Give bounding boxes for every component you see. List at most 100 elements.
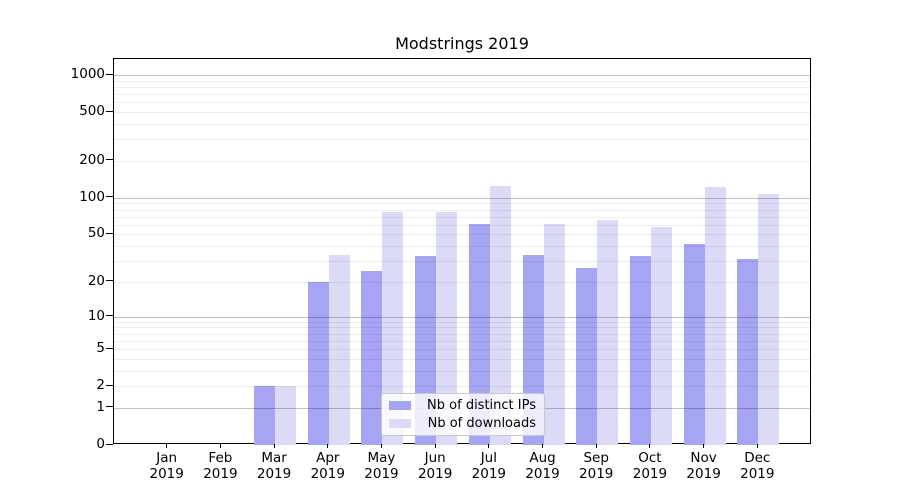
- gridline-1000: [114, 75, 810, 76]
- grid-layer: [114, 59, 810, 443]
- gridline-8: [114, 327, 810, 329]
- bar-downloads-jun: [436, 211, 458, 445]
- y-tick-mark-5: [106, 347, 113, 349]
- legend: Nb of distinct IPs Nb of downloads: [381, 393, 545, 436]
- legend-item-downloads: Nb of downloads: [386, 416, 536, 432]
- gridline-80: [114, 209, 810, 211]
- x-tick-mark-sep: [595, 444, 597, 448]
- x-tick-mark-mar: [273, 444, 275, 448]
- bar-downloads-dec: [758, 193, 780, 445]
- x-tick-label-dec: Dec 2019: [740, 450, 775, 482]
- legend-swatch-downloads: [389, 419, 411, 428]
- legend-label-distinct-ips: Nb of distinct IPs: [427, 397, 536, 413]
- bar-downloads-sep: [597, 219, 619, 445]
- bar-downloads-nov: [704, 186, 726, 445]
- x-tick-label-feb: Feb 2019: [203, 450, 238, 482]
- gridline-9: [114, 321, 810, 323]
- bar-distinct-ips-sep: [576, 268, 598, 445]
- bar-distinct-ips-oct: [629, 256, 651, 445]
- y-tick-label-0: 0: [96, 436, 105, 452]
- gridline-10: [114, 316, 810, 318]
- bar-distinct-ips-dec: [737, 259, 759, 445]
- x-tick-mark-dec: [756, 444, 758, 448]
- x-tick-mark-oct: [649, 444, 651, 448]
- x-tick-label-jan: Jan 2019: [149, 450, 184, 482]
- legend-label-downloads: Nb of downloads: [427, 415, 536, 431]
- y-tick-label-1000: 1000: [70, 66, 105, 82]
- x-tick-mark-may: [380, 444, 382, 448]
- gridline-50: [114, 234, 810, 236]
- y-tick-label-100: 100: [79, 188, 105, 205]
- y-tick-label-1: 1: [96, 398, 105, 415]
- x-tick-label-oct: Oct 2019: [632, 450, 668, 482]
- bar-distinct-ips-may: [361, 270, 383, 445]
- bar-distinct-ips-apr: [307, 281, 329, 445]
- bar-downloads-jul: [489, 185, 511, 445]
- gridline-7: [114, 333, 810, 335]
- gridline-2: [114, 386, 810, 388]
- y-tick-label-200: 200: [79, 151, 105, 168]
- gridline-100: [114, 197, 810, 199]
- x-tick-label-sep: Sep 2019: [579, 450, 614, 482]
- x-tick-label-jun: Jun 2019: [417, 450, 453, 482]
- gridline-20: [114, 281, 810, 283]
- gridline-700: [114, 94, 810, 96]
- bar-downloads-mar: [275, 386, 297, 445]
- y-tick-mark-1000: [106, 73, 113, 75]
- plot-area: [113, 58, 811, 445]
- x-tick-label-jul: Jul 2019: [471, 450, 507, 482]
- y-tick-mark-1: [106, 406, 113, 408]
- y-tick-mark-20: [106, 280, 113, 282]
- gridline-3: [114, 370, 810, 372]
- y-tick-label-5: 5: [96, 340, 105, 357]
- x-tick-mark-apr: [327, 444, 329, 448]
- gridline-900: [114, 80, 810, 82]
- y-tick-mark-100: [106, 196, 113, 198]
- gridline-60: [114, 224, 810, 226]
- gridline-70: [114, 216, 810, 218]
- y-tick-label-10: 10: [87, 307, 105, 324]
- legend-swatch-distinct-ips: [389, 401, 411, 410]
- bar-distinct-ips-nov: [683, 243, 705, 445]
- y-tick-mark-200: [106, 159, 113, 161]
- x-tick-mark-jul: [488, 444, 490, 448]
- bar-downloads-aug: [543, 223, 565, 445]
- gridline-300: [114, 139, 810, 141]
- gridline-40: [114, 246, 810, 248]
- gridline-400: [114, 123, 810, 125]
- bar-downloads-may: [382, 211, 404, 445]
- x-tick-label-aug: Aug 2019: [525, 450, 560, 482]
- x-tick-mark-nov: [703, 444, 705, 448]
- gridline-30: [114, 261, 810, 263]
- gridline-6: [114, 340, 810, 342]
- bar-distinct-ips-mar: [254, 386, 276, 445]
- chart-title: Modstrings 2019: [395, 34, 529, 53]
- x-tick-mark-jan: [166, 444, 168, 448]
- y-tick-label-500: 500: [79, 103, 105, 120]
- y-tick-label-50: 50: [87, 225, 105, 242]
- gridline-5: [114, 349, 810, 351]
- x-tick-mark-jun: [434, 444, 436, 448]
- y-tick-mark-50: [106, 232, 113, 234]
- legend-item-distinct-ips: Nb of distinct IPs: [386, 398, 536, 414]
- y-tick-mark-0: [106, 443, 113, 445]
- x-tick-label-nov: Nov 2019: [686, 450, 721, 482]
- bar-downloads-apr: [328, 254, 350, 445]
- bars-layer: [114, 59, 810, 445]
- gridline-500: [114, 112, 810, 114]
- y-tick-label-20: 20: [87, 272, 105, 289]
- gridline-800: [114, 86, 810, 88]
- x-tick-mark-aug: [542, 444, 544, 448]
- x-tick-label-mar: Mar 2019: [256, 450, 292, 482]
- x-tick-label-apr: Apr 2019: [310, 450, 345, 482]
- gridline-90: [114, 203, 810, 205]
- x-tick-label-may: May 2019: [364, 450, 399, 482]
- y-tick-mark-2: [106, 384, 113, 386]
- bar-distinct-ips-jul: [468, 223, 490, 445]
- bar-downloads-oct: [650, 226, 672, 445]
- y-tick-mark-500: [106, 110, 113, 112]
- gridline-600: [114, 102, 810, 104]
- gridline-200: [114, 160, 810, 162]
- y-tick-label-2: 2: [96, 377, 105, 394]
